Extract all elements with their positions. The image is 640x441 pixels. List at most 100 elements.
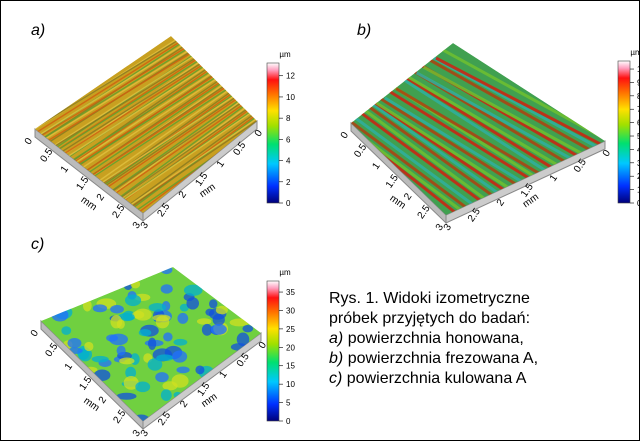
surface-texture xyxy=(177,313,188,324)
axis-tick-label: 1 xyxy=(63,361,75,372)
surface-texture xyxy=(83,300,92,312)
surface-texture xyxy=(161,266,173,275)
caption-item: b) powierzchnia frezowana A, xyxy=(329,349,538,369)
colorbar-unit: µm xyxy=(279,50,291,59)
axis-tick-label: 2 xyxy=(177,189,189,200)
surface-texture xyxy=(211,324,227,335)
colorbar-tick-label: 25 xyxy=(286,325,295,334)
axis-tick-label: 0 xyxy=(339,130,351,141)
colorbar-tick-label: 30 xyxy=(286,306,295,315)
item-text: powierzchnia kulowana A xyxy=(347,370,527,387)
colorbar-tick-label: 1 xyxy=(637,186,639,195)
item-text: powierzchnia honowana, xyxy=(348,330,524,347)
colorbar-unit: µm xyxy=(630,48,639,57)
axis-tick-label: 1 xyxy=(215,158,227,169)
surface-texture xyxy=(93,304,107,312)
surface-texture xyxy=(131,280,141,289)
colorbar xyxy=(267,63,279,203)
caption-subtitle: próbek przyjętych do badań: xyxy=(329,309,538,329)
surface-texture xyxy=(209,299,217,308)
surface-texture xyxy=(155,372,169,382)
caption: Rys. 1. Widoki izometryczne próbek przyj… xyxy=(329,289,538,389)
surface-texture xyxy=(139,329,152,336)
axis-tick-label: 1 xyxy=(218,369,230,380)
colorbar-tick-label: 35 xyxy=(286,288,295,297)
colorbar-tick-label: 6 xyxy=(637,119,639,128)
surface-texture xyxy=(135,381,150,392)
colorbar-tick-label: 0 xyxy=(286,417,291,426)
colorbar-tick-label: 20 xyxy=(286,343,295,352)
surface-texture xyxy=(161,389,172,401)
axis-tick-label: 1 xyxy=(548,172,560,183)
panel-label: b) xyxy=(357,22,371,39)
surface-texture xyxy=(195,365,204,374)
surface-texture xyxy=(186,297,199,309)
surface-texture xyxy=(197,318,211,324)
colorbar-tick-label: 9 xyxy=(637,78,639,87)
surface-texture xyxy=(149,303,167,312)
surface-texture xyxy=(51,309,68,322)
caption-title: Rys. 1. Widoki izometryczne xyxy=(329,289,538,309)
caption-item: c) powierzchnia kulowana A xyxy=(329,369,538,389)
surface-texture xyxy=(92,356,109,363)
surface xyxy=(25,36,266,219)
colorbar-tick-label: 2 xyxy=(286,178,291,187)
surface-texture xyxy=(110,305,124,313)
surface-texture xyxy=(148,338,156,350)
surface-texture xyxy=(216,306,228,315)
surface-texture xyxy=(84,342,93,351)
surface-texture xyxy=(125,294,141,306)
colorbar-tick-label: 10 xyxy=(286,380,295,389)
surface-texture xyxy=(172,374,189,387)
surface-texture xyxy=(68,338,82,348)
colorbar xyxy=(618,61,630,203)
axis-tick-label: 0 xyxy=(23,136,35,147)
colorbar-tick-label: 4 xyxy=(286,157,291,166)
axis-tick-label: 0 xyxy=(29,328,41,339)
axis-tick-label: 0 xyxy=(601,148,613,159)
axis-tick-label: 2 xyxy=(178,398,190,409)
surface-texture xyxy=(176,367,189,374)
colorbar-tick-label: 8 xyxy=(286,114,291,123)
axis-tick-label: 2 xyxy=(95,192,107,203)
surface-texture xyxy=(148,358,163,371)
panel-label: c) xyxy=(31,236,44,253)
axis-tick-label: 1 xyxy=(59,164,71,175)
colorbar-tick-label: 15 xyxy=(286,362,295,371)
surface-texture xyxy=(117,346,126,356)
colorbar-tick-label: 4 xyxy=(637,145,639,154)
item-label: c) xyxy=(329,370,342,387)
surface-texture xyxy=(184,285,203,296)
colorbar xyxy=(267,281,279,421)
axis-tick-label: 0 xyxy=(253,128,265,139)
axis-tick-label: 2 xyxy=(495,197,507,208)
axis-tick-label: 1 xyxy=(371,160,383,171)
colorbar-tick-label: 12 xyxy=(286,72,295,81)
surface xyxy=(41,266,261,423)
figure-panels: a)000.50.5111.51.5222.52.533mmmmµm024681… xyxy=(1,1,639,440)
caption-items: a) powierzchnia honowana,b) powierzchnia… xyxy=(329,329,538,389)
item-text: powierzchnia frezowana A, xyxy=(348,350,538,367)
colorbar-tick-label: 2 xyxy=(637,172,639,181)
surface-texture xyxy=(172,350,187,362)
surface-texture xyxy=(163,332,172,341)
surface-texture xyxy=(153,315,171,322)
surface xyxy=(342,43,612,215)
surface-texture xyxy=(173,339,187,346)
surface-texture xyxy=(242,325,253,332)
surface-texture xyxy=(119,357,134,364)
surface-texture xyxy=(134,309,152,321)
caption-item: a) powierzchnia honowana, xyxy=(329,329,538,349)
surface-texture xyxy=(110,315,122,328)
item-label: a) xyxy=(329,330,343,347)
colorbar-tick-label: 6 xyxy=(286,135,291,144)
colorbar-tick-label: 8 xyxy=(637,92,639,101)
colorbar-unit: µm xyxy=(279,268,291,277)
colorbar-tick-label: 7 xyxy=(637,105,639,114)
colorbar-tick-label: 5 xyxy=(286,399,291,408)
colorbar-tick-label: 0 xyxy=(286,199,291,208)
colorbar-tick-label: 3 xyxy=(637,159,639,168)
surface-texture xyxy=(161,284,173,293)
surface-texture xyxy=(109,334,128,346)
colorbar-tick-label: 5 xyxy=(637,132,639,141)
